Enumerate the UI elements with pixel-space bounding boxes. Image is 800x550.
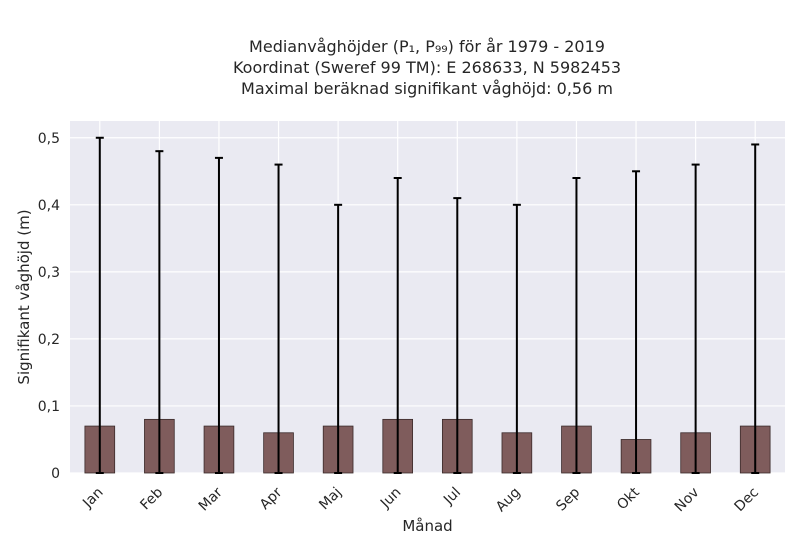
error-bar-maj bbox=[334, 203, 343, 474]
x-tick-label: Jan bbox=[79, 485, 106, 512]
error-bar-okt bbox=[632, 170, 641, 474]
x-tick-label: Apr bbox=[257, 484, 286, 513]
x-tick-label: Jun bbox=[377, 485, 404, 512]
x-tick-label: Mar bbox=[196, 484, 226, 514]
error-bar-aug bbox=[512, 203, 521, 474]
error-bar-dec bbox=[751, 143, 760, 474]
y-tick-label: 0,3 bbox=[38, 265, 60, 281]
chart-title-line: Medianvåghöjder (P₁, P₉₉) för år 1979 - … bbox=[249, 37, 605, 56]
error-bar-jan bbox=[95, 136, 104, 474]
y-tick-label: 0,1 bbox=[38, 399, 60, 415]
error-bar-jun bbox=[393, 176, 402, 474]
plot-area bbox=[70, 121, 785, 473]
y-tick-label: 0 bbox=[51, 466, 60, 482]
x-tick-label: Okt bbox=[614, 484, 643, 513]
y-tick-label: 0,5 bbox=[38, 131, 60, 147]
x-tick-label: Feb bbox=[137, 484, 166, 513]
x-axis-label: Månad bbox=[402, 517, 452, 535]
chart-title-line: Koordinat (Sweref 99 TM): E 268633, N 59… bbox=[233, 58, 621, 77]
y-axis-label: Signifikant våghöjd (m) bbox=[15, 209, 33, 384]
y-axis-ticks: 0 0,1 0,2 0,3 0,4 0,5 bbox=[38, 131, 60, 482]
x-tick-label: Jul bbox=[440, 485, 464, 509]
error-bar-nov bbox=[691, 163, 700, 474]
x-tick-label: Sep bbox=[553, 484, 583, 514]
error-bar-jul bbox=[453, 197, 462, 474]
y-tick-label: 0,4 bbox=[38, 198, 60, 214]
error-bar-sep bbox=[572, 176, 581, 474]
error-bars bbox=[95, 136, 760, 474]
x-tick-label: Aug bbox=[493, 485, 524, 516]
x-tick-label: Dec bbox=[732, 485, 762, 515]
error-bar-apr bbox=[274, 163, 283, 474]
x-tick-label: Maj bbox=[316, 485, 345, 514]
x-tick-label: Nov bbox=[672, 485, 703, 516]
error-bar-mar bbox=[214, 156, 223, 474]
y-tick-label: 0,2 bbox=[38, 332, 60, 348]
error-bar-feb bbox=[155, 150, 164, 474]
chart-title: Medianvåghöjder (P₁, P₉₉) för år 1979 - … bbox=[233, 37, 621, 98]
chart-title-line: Maximal beräknad signifikant våghöjd: 0,… bbox=[241, 79, 613, 98]
x-axis-ticks: Jan Feb Mar Apr Maj Jun Jul Aug Sep Okt Nov Dec bbox=[79, 484, 762, 515]
